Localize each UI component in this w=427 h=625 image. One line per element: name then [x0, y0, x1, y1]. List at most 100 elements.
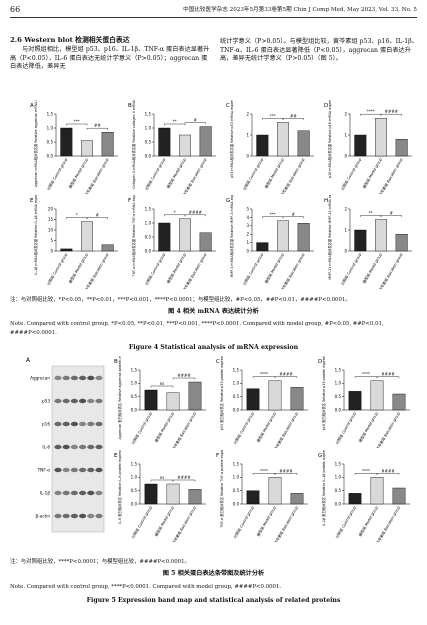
figure4-note: 注：与对照组比较，*P<0.05，**P<0.01，***P<0.001，***… [10, 297, 351, 303]
y-tick-label: 1.5 [131, 461, 138, 466]
significance-label: ## [290, 113, 297, 118]
significance-bracket [262, 216, 284, 219]
x-tick-label: 模型组 Model group [255, 410, 277, 443]
y-tick-label: 3 [246, 223, 249, 228]
x-tick-label: 模型组 Model group [67, 251, 89, 284]
x-tick-label: 对照组 Control group [334, 410, 357, 445]
significance-bracket [150, 479, 174, 482]
figure5-caption-en: Figure 5 Expression band map and statist… [86, 597, 341, 604]
x-tick-label: 对照组 Control group [130, 504, 153, 539]
x-tick-label: 模型组 Model group [165, 251, 187, 284]
significance-bracket [354, 376, 378, 379]
blot-band [79, 513, 87, 519]
x-tick-label: 黄芩素组 Baicalein group [279, 251, 305, 289]
significance-label: #### [279, 468, 293, 473]
bar [354, 134, 367, 157]
bar [375, 219, 387, 252]
blot-band [95, 444, 103, 450]
significance-bracket [86, 128, 108, 130]
significance-bracket [184, 214, 206, 217]
panel-label: C [226, 103, 230, 109]
blot-row-label: Aggrecan [30, 376, 50, 381]
figure4-caption-en: Figure 4 Statistical analysis of mRNA ex… [128, 344, 299, 351]
section-heading: 2.6 Western blot 检测相关蛋白表达 [10, 36, 130, 44]
y-tick-label: 0 [344, 248, 347, 253]
y-axis-label: Collagen II mRNA相对表达量 Relative collagen … [131, 100, 136, 189]
x-tick-label: 对照组 Control group [242, 251, 265, 286]
blot-band [54, 513, 62, 519]
figure4-caption: 图 4 相关 mRNA 表达统计分析 [168, 308, 259, 315]
significance-bracket [282, 216, 304, 219]
bar [60, 248, 73, 252]
x-tick-label: 模型组 Model group [165, 156, 187, 189]
y-tick-label: 0.5 [131, 488, 138, 493]
bar [348, 391, 362, 411]
blot-band [62, 398, 70, 404]
panel-label: D [324, 103, 328, 109]
blot-band [62, 513, 70, 519]
y-tick-label: 0.0 [131, 501, 138, 506]
y-tick-label: 1 [344, 227, 347, 232]
blot-row-label: p53 [42, 399, 50, 404]
y-tick-label: 0 [246, 248, 249, 253]
significance-label: **** [367, 109, 375, 114]
x-tick-label: 黄芩素组 Baicalein group [279, 156, 305, 194]
significance-label: *** [270, 113, 276, 118]
significance-bracket [86, 217, 108, 220]
y-tick-label: 0.0 [335, 407, 342, 412]
y-tick-label: 20 [48, 206, 54, 211]
bar [297, 130, 310, 157]
blot-band [95, 490, 103, 496]
x-tick-label: 模型组 Model group [361, 251, 383, 284]
x-tick-label: 对照组 Control group [130, 410, 153, 445]
y-tick-label: 0.5 [47, 139, 54, 144]
figure5-note-en: Note. Compared with control group, ****P… [10, 584, 282, 590]
blot-band [95, 375, 103, 381]
y-tick-label: 0.0 [335, 501, 342, 506]
significance-label: # [292, 212, 296, 217]
significance-bracket [376, 376, 400, 379]
y-tick-label: 0.0 [233, 501, 240, 506]
x-tick-label: 模型组 Model group [361, 156, 383, 189]
blot-band [70, 375, 78, 381]
chart: H MMP-13 mRNA相对表达量 Relative MMP-13 mRNA e… [324, 195, 412, 289]
bar [81, 221, 93, 252]
paragraph-left: 与对照组相比，模型组 p53、p16、IL-1β、TNF-α 蛋白表达显著升高（… [10, 46, 210, 71]
significance-bracket [354, 473, 378, 475]
y-tick-label: 1.5 [131, 367, 138, 372]
significance-bracket [184, 122, 206, 125]
y-tick-label: 0.0 [233, 407, 240, 412]
bar [60, 127, 73, 157]
significance-label: #### [385, 109, 399, 114]
x-tick-label: 对照组 Control group [242, 156, 265, 191]
paragraph-right: 统计学意义（P>0.05）。与模型组比较，黄芩素组 p53、p16、IL-1β、… [220, 38, 418, 63]
blot-band [54, 421, 62, 427]
x-tick-label: 黄芩素组 Baicalein group [273, 410, 299, 448]
significance-bracket [172, 479, 196, 482]
x-tick-label: 黄芩素组 Baicalein group [377, 251, 403, 289]
y-tick-label: 1.0 [47, 125, 54, 130]
panel-label: H [324, 198, 328, 204]
y-axis-label: Aggrecan 蛋白相对表达 Relative aggrecan protei… [117, 356, 122, 439]
chart: G IL-1β 蛋白相对表达 Relative IL-1β protein exp… [318, 450, 410, 542]
y-tick-label: 2 [246, 232, 249, 237]
panel-label: B [114, 359, 118, 365]
significance-label: # [390, 211, 394, 216]
y-tick-label: 1.0 [233, 475, 240, 480]
western-blot: A Aggrecan p53 p16 IL-6 TNF-α IL-1β β-actin [26, 357, 105, 533]
blot-frame [51, 365, 105, 533]
bar [199, 126, 212, 157]
y-axis-label: MMP-3 mRNA相对表达量 Relative MMP-3 mRNA expr… [229, 195, 234, 278]
x-tick-label: 模型组 Model group [357, 410, 379, 443]
x-tick-label: 对照组 Control group [334, 504, 357, 539]
y-tick-label: 1.5 [335, 367, 342, 372]
bar [144, 483, 158, 505]
significance-bracket [66, 123, 88, 126]
y-tick-label: 0.0 [131, 407, 138, 412]
y-tick-label: 2 [344, 111, 347, 116]
chart: A Aggrecan mRNA相对表达量 Relative aggrecan mR… [30, 100, 118, 194]
y-tick-label: 1.0 [131, 475, 138, 480]
